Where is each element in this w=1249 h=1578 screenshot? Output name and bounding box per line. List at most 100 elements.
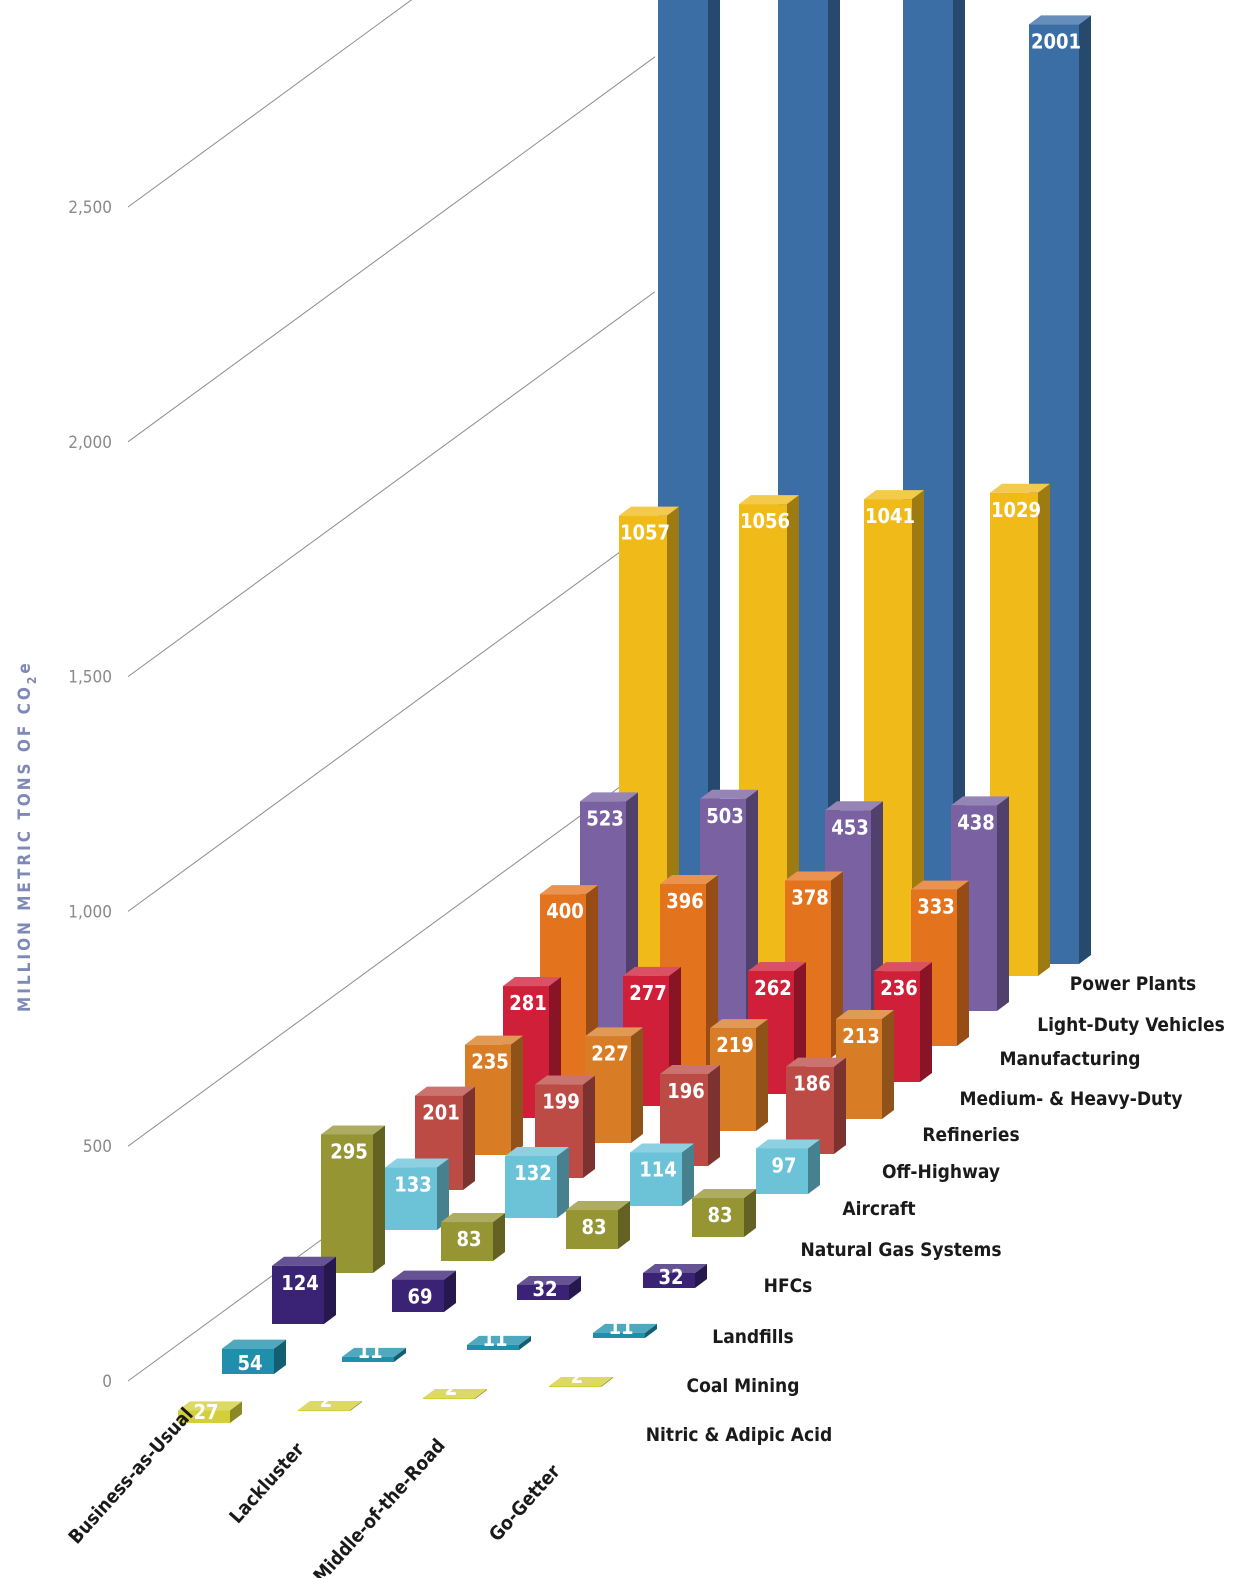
bar: 32 [643, 1263, 707, 1289]
bar-value-label: 281 [509, 991, 547, 1015]
bar-value-label: 2 [445, 1376, 458, 1400]
bar-value-label: 295 [330, 1139, 368, 1163]
bar: 97 [756, 1139, 820, 1194]
bar: 69 [392, 1270, 456, 1312]
bar-top [549, 1377, 613, 1386]
bar-top [321, 1125, 385, 1135]
bar-top [874, 962, 932, 972]
bar-value-label: 83 [456, 1227, 481, 1251]
bar: 1056 [739, 495, 799, 1000]
y-axis-title-main: MILLION METRIC TONS OF CO [15, 684, 35, 1012]
bar-top [623, 966, 681, 976]
bar-top [540, 885, 598, 895]
bar-value-label: 32 [532, 1277, 557, 1301]
series-label: HFCs [764, 1275, 813, 1297]
bar-top [503, 977, 561, 987]
bar-value-label: 186 [793, 1072, 831, 1096]
bar-top [517, 1275, 581, 1285]
bar-front [272, 1265, 324, 1324]
gridline [127, 56, 656, 443]
bar-side [706, 875, 718, 1070]
bar-value-label: 1029 [991, 498, 1041, 522]
bar-value-label: 27 [193, 1400, 218, 1424]
bar-side [274, 1339, 286, 1374]
bar-value-label: 83 [707, 1203, 732, 1227]
bar-side [808, 1139, 820, 1194]
series-label: Coal Mining [687, 1375, 800, 1397]
bar-top [756, 1139, 820, 1149]
bar: 124 [272, 1256, 336, 1324]
bar-side [912, 490, 924, 988]
y-tick-label: 0 [102, 1372, 112, 1392]
bar-side [324, 1256, 336, 1324]
series-10: 54 11 11 11 [222, 1315, 657, 1375]
bar-front [756, 1148, 808, 1194]
bar-value-label: 438 [957, 810, 995, 834]
bar: 132 [505, 1147, 569, 1218]
bar-top [1029, 15, 1091, 25]
bar-top [739, 495, 799, 505]
bar-side [997, 796, 1009, 1011]
bar-top [951, 796, 1009, 806]
bar-value-label: 11 [482, 1327, 507, 1351]
bar-top [990, 483, 1050, 493]
series-label: Aircraft [842, 1198, 915, 1220]
category-label: Go-Getter [485, 1460, 565, 1546]
bars: 2422224921712001105710561041102952350345… [178, 0, 1091, 1424]
bar-top [580, 792, 638, 802]
bar-side [920, 962, 932, 1082]
series-label: Light-Duty Vehicles [1037, 1014, 1225, 1036]
bar-front [178, 1410, 230, 1423]
y-axis-title-sub: 2 [25, 674, 39, 685]
bar-front [517, 1284, 569, 1300]
bar-side [444, 1270, 456, 1312]
bar-front [566, 1210, 618, 1249]
bar: 54 [222, 1339, 286, 1375]
bar: 219 [710, 1019, 768, 1131]
bar-front [505, 1156, 557, 1218]
bar: 83 [566, 1201, 630, 1249]
bar-value-label: 400 [546, 899, 584, 923]
bar-side [475, 1389, 487, 1399]
bar-front [593, 1332, 645, 1338]
bar-value-label: 2001 [1031, 29, 1081, 53]
bar-value-label: 396 [666, 889, 704, 913]
bar-top [864, 490, 924, 500]
bar: 83 [692, 1189, 756, 1237]
bar-side [744, 1189, 756, 1237]
bar-side [708, 1064, 720, 1166]
bar-top [700, 789, 758, 799]
svg-text:MILLION METRIC TONS OF CO2e: MILLION METRIC TONS OF CO2e [15, 660, 39, 1012]
bar-side [557, 1147, 569, 1218]
bar-top [748, 961, 806, 971]
bar-top [619, 506, 679, 516]
bar: 27 [178, 1400, 242, 1424]
bar: 2 [298, 1388, 362, 1412]
bar-value-label: 236 [880, 976, 918, 1000]
bar-side [708, 0, 720, 1000]
category-labels: Business-as-Usual Lackluster Middle-of-the… [64, 1404, 565, 1578]
bar-side [394, 1347, 406, 1362]
y-tick-label: 1,500 [68, 668, 112, 688]
bar-value-label: 83 [581, 1215, 606, 1239]
gridline [127, 760, 656, 1147]
y-tick-label: 2,500 [68, 198, 112, 218]
bar-top [505, 1147, 569, 1157]
bar-value-label: 11 [608, 1315, 633, 1339]
category-label: Business-as-Usual [64, 1404, 197, 1549]
bar-front [392, 1279, 444, 1312]
bar-value-label: 201 [422, 1101, 460, 1125]
bar-top [630, 1143, 694, 1153]
bar-side [519, 1335, 531, 1350]
bar-value-label: 378 [791, 885, 829, 909]
bar: 2422 [658, 0, 720, 1001]
series-label: Refineries [922, 1124, 1019, 1146]
bar-top [593, 1323, 657, 1333]
bar-front [630, 1152, 682, 1206]
bar-value-label: 227 [591, 1041, 629, 1065]
bar-value-label: 2 [571, 1364, 584, 1388]
bar-side [601, 1377, 613, 1387]
bar-value-label: 262 [754, 976, 792, 1000]
bar-top [911, 880, 969, 890]
